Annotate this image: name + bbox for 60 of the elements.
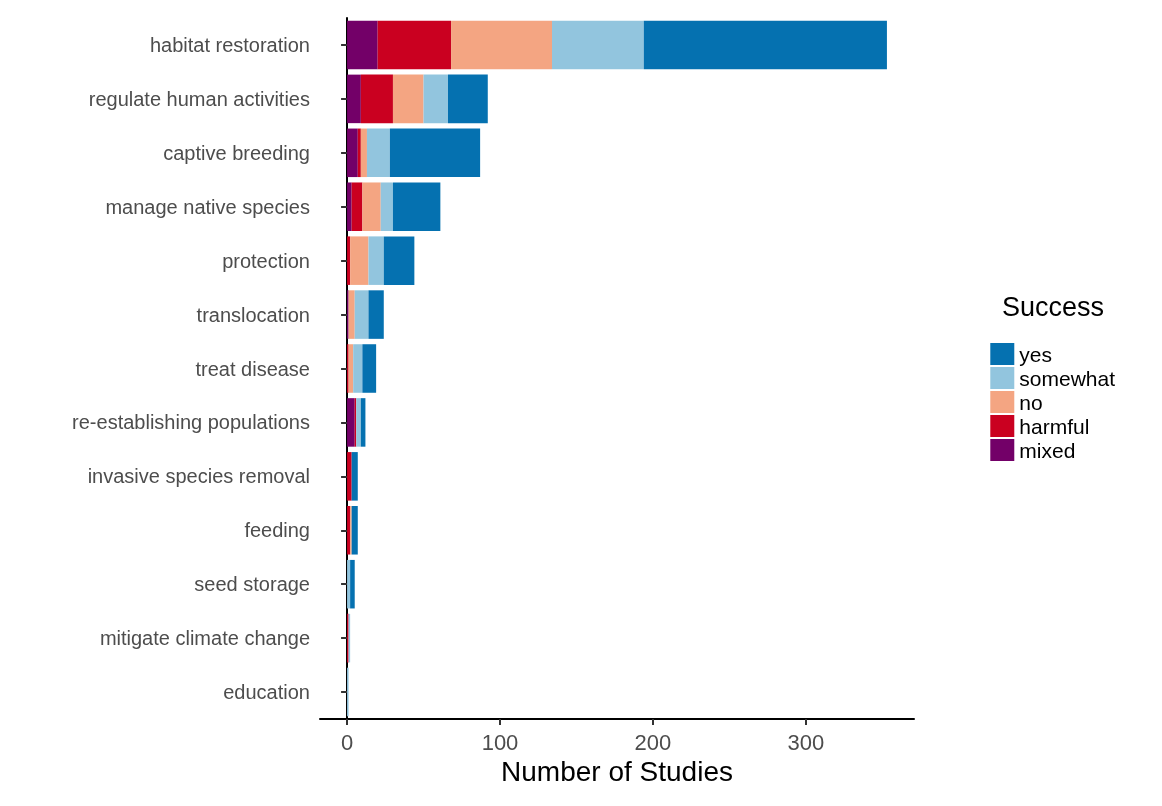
- bar: [356, 398, 361, 447]
- y-tick-label: re-establishing populations: [72, 411, 310, 434]
- y-tick-label: protection: [222, 249, 310, 272]
- y-tick-label: invasive species removal: [87, 465, 310, 488]
- x-tick-label: 0: [340, 729, 354, 755]
- bar: [643, 20, 887, 70]
- bar: [392, 182, 441, 231]
- bar: [448, 74, 488, 124]
- y-tick-label: feeding: [244, 519, 310, 542]
- bar: [552, 20, 644, 70]
- bar: [350, 559, 355, 609]
- bar: [377, 20, 452, 70]
- legend-label: somewhat: [1019, 366, 1116, 390]
- legend-label: harmful: [1019, 414, 1090, 438]
- y-tick-label: mitigate climate change: [99, 627, 310, 650]
- y-tick-label: treat disease: [195, 357, 310, 380]
- bar: [351, 182, 363, 231]
- x-tick-label: 300: [787, 729, 825, 755]
- bar: [360, 128, 367, 178]
- x-tick-label: 200: [634, 729, 672, 755]
- bar: [353, 344, 363, 393]
- bar: [350, 236, 369, 285]
- bar: [368, 236, 384, 285]
- legend-label: no: [1019, 390, 1043, 414]
- y-tick-label: translocation: [196, 303, 310, 326]
- y-tick-label: seed storage: [194, 573, 310, 596]
- legend-label: yes: [1019, 342, 1052, 366]
- bar: [362, 344, 377, 393]
- bar: [357, 128, 361, 178]
- bar: [360, 74, 393, 124]
- bar: [347, 74, 361, 124]
- bar: [380, 182, 393, 231]
- bar: [351, 506, 358, 555]
- bar: [348, 290, 355, 339]
- bar: [347, 559, 351, 609]
- legend-label: mixed: [1019, 438, 1076, 462]
- y-tick-label: habitat restoration: [149, 33, 310, 56]
- bar: [347, 128, 358, 178]
- bar: [368, 290, 384, 339]
- y-tick-label: education: [223, 681, 310, 704]
- bar: [347, 236, 351, 285]
- x-axis-title: Number of Studies: [501, 756, 733, 788]
- bar: [362, 182, 381, 231]
- x-tick-label: 100: [481, 729, 519, 755]
- bar: [354, 290, 369, 339]
- legend-title: Success: [1001, 291, 1105, 322]
- y-tick-label: regulate human activities: [88, 87, 310, 110]
- bar: [423, 74, 449, 124]
- bar: [366, 128, 390, 178]
- bar: [392, 74, 424, 124]
- bar: [383, 236, 415, 285]
- bar: [347, 20, 378, 70]
- bar: [347, 398, 355, 447]
- bar: [347, 452, 352, 501]
- bar: [351, 452, 358, 501]
- y-tick-label: manage native species: [105, 195, 310, 218]
- bar: [451, 20, 552, 70]
- y-tick-label: captive breeding: [163, 141, 310, 164]
- bar: [389, 128, 481, 178]
- bar: [347, 182, 352, 231]
